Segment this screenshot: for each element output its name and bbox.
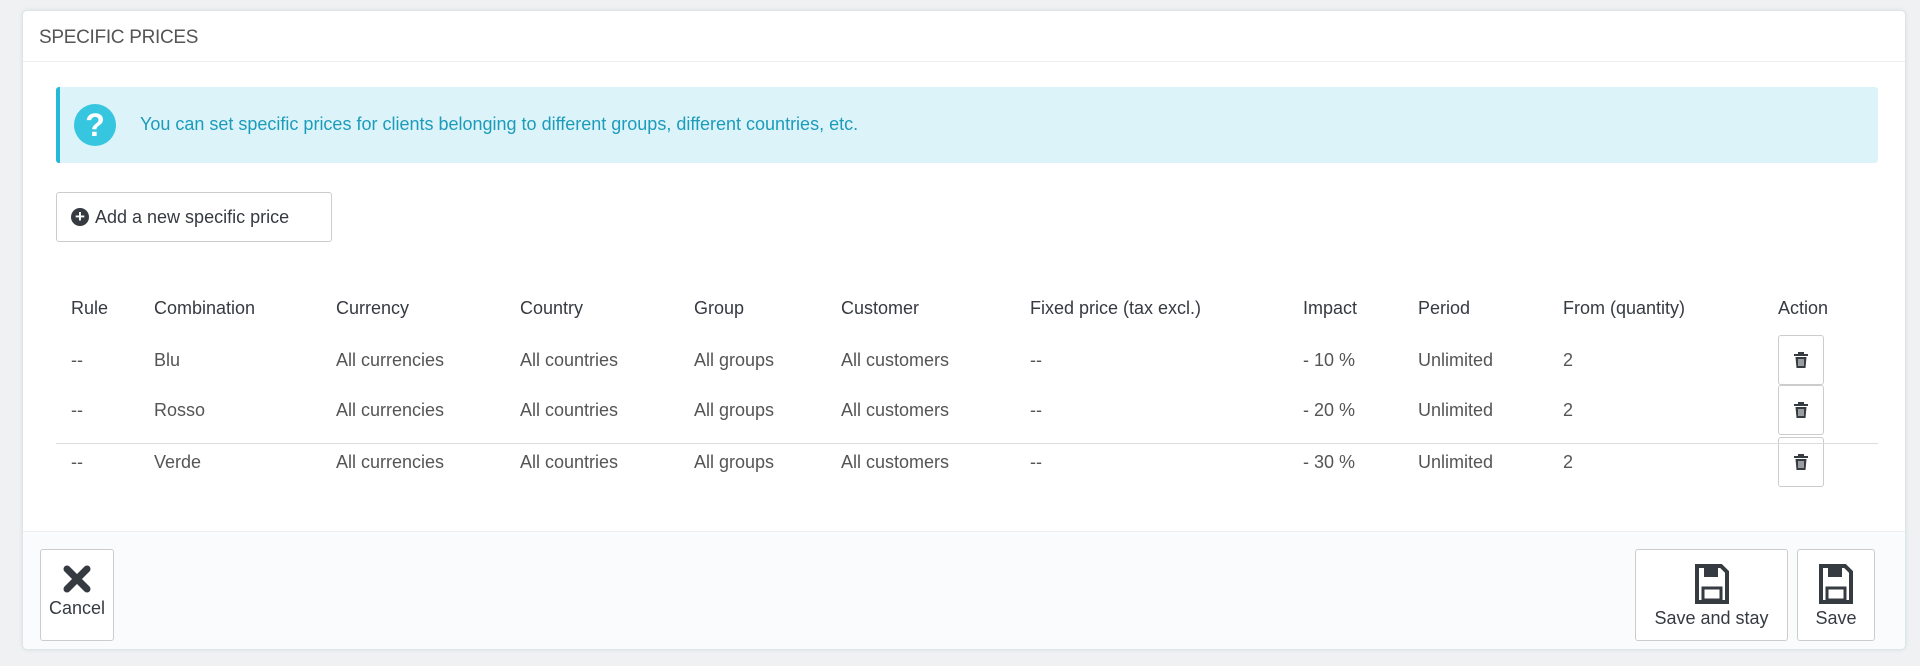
cancel-label: Cancel [48, 598, 106, 618]
panel-title: SPECIFIC PRICES [39, 27, 199, 48]
table-cell: Blu [154, 350, 181, 370]
table-cell: -- [1030, 452, 1042, 472]
panel-footer: Cancel Save and stay Save [23, 531, 1905, 649]
row-divider [56, 443, 1878, 444]
save-label: Save [1815, 608, 1857, 628]
save-and-stay-button[interactable]: Save and stay [1635, 549, 1788, 641]
question-circle-icon: ? [74, 104, 116, 146]
table-cell: - 30 % [1303, 452, 1356, 472]
column-header: Combination [154, 298, 256, 318]
table-cell: 2 [1563, 350, 1574, 370]
save-button[interactable]: Save [1797, 549, 1875, 641]
table-cell: All groups [694, 400, 775, 420]
column-header: Action [1778, 298, 1829, 318]
column-header: Rule [71, 298, 109, 318]
table-cell: All currencies [336, 350, 445, 370]
table-cell: All customers [841, 350, 950, 370]
delete-button[interactable] [1778, 385, 1824, 435]
specific-prices-panel: SPECIFIC PRICES ? You can set specific p… [22, 10, 1906, 650]
floppy-disk-icon [1694, 564, 1729, 604]
table-cell: Unlimited [1418, 400, 1494, 420]
table-row: -- Verde All currencies All countries All gr… [56, 437, 1878, 487]
alert-text: You can set specific prices for clients … [140, 114, 859, 134]
table-header: Rule Combination Currency Country Group Custo… [56, 283, 1878, 333]
table-cell: 2 [1563, 452, 1574, 472]
table-row: -- Rosso All currencies All countries All gr… [56, 385, 1878, 435]
plus-circle-icon: + [71, 208, 89, 226]
column-header: Fixed price (tax excl.) [1030, 298, 1202, 318]
table-cell: Rosso [154, 400, 206, 420]
table-cell: -- [71, 350, 83, 370]
delete-button[interactable] [1778, 437, 1824, 487]
column-header: Country [520, 298, 584, 318]
close-icon [63, 565, 91, 593]
table-cell: Verde [154, 452, 202, 472]
table-cell: Unlimited [1418, 452, 1494, 472]
add-button-label: Add a new specific price [95, 206, 290, 227]
table-cell: Unlimited [1418, 350, 1494, 370]
table-cell: All groups [694, 452, 775, 472]
table-cell: All currencies [336, 400, 445, 420]
table-cell: -- [71, 400, 83, 420]
trash-icon [1794, 352, 1808, 368]
table-cell: All customers [841, 452, 950, 472]
table-row: -- Blu All currencies All countries All grou… [56, 335, 1878, 385]
column-header: Customer [841, 298, 920, 318]
cancel-button[interactable]: Cancel [40, 549, 114, 641]
table-cell: - 20 % [1303, 400, 1356, 420]
column-header: Period [1418, 298, 1471, 318]
table-cell: -- [71, 452, 83, 472]
column-header: Currency [336, 298, 410, 318]
table-cell: All groups [694, 350, 775, 370]
table-cell: -- [1030, 400, 1042, 420]
column-header: Impact [1303, 298, 1358, 318]
table-cell: All customers [841, 400, 950, 420]
save-and-stay-label: Save and stay [1654, 608, 1769, 628]
trash-icon [1794, 402, 1808, 418]
info-alert: ? You can set specific prices for client… [56, 87, 1878, 163]
table-cell: 2 [1563, 400, 1574, 420]
table-cell: All countries [520, 350, 619, 370]
column-header: From (quantity) [1563, 298, 1686, 318]
column-header: Group [694, 298, 745, 318]
table-cell: All countries [520, 452, 619, 472]
divider [23, 61, 1905, 62]
trash-icon [1794, 454, 1808, 470]
table-cell: All currencies [336, 452, 445, 472]
table-cell: All countries [520, 400, 619, 420]
delete-button[interactable] [1778, 335, 1824, 385]
floppy-disk-icon [1819, 564, 1853, 604]
table-cell: -- [1030, 350, 1042, 370]
add-specific-price-button[interactable]: + Add a new specific price [56, 192, 332, 242]
table-cell: - 10 % [1303, 350, 1356, 370]
